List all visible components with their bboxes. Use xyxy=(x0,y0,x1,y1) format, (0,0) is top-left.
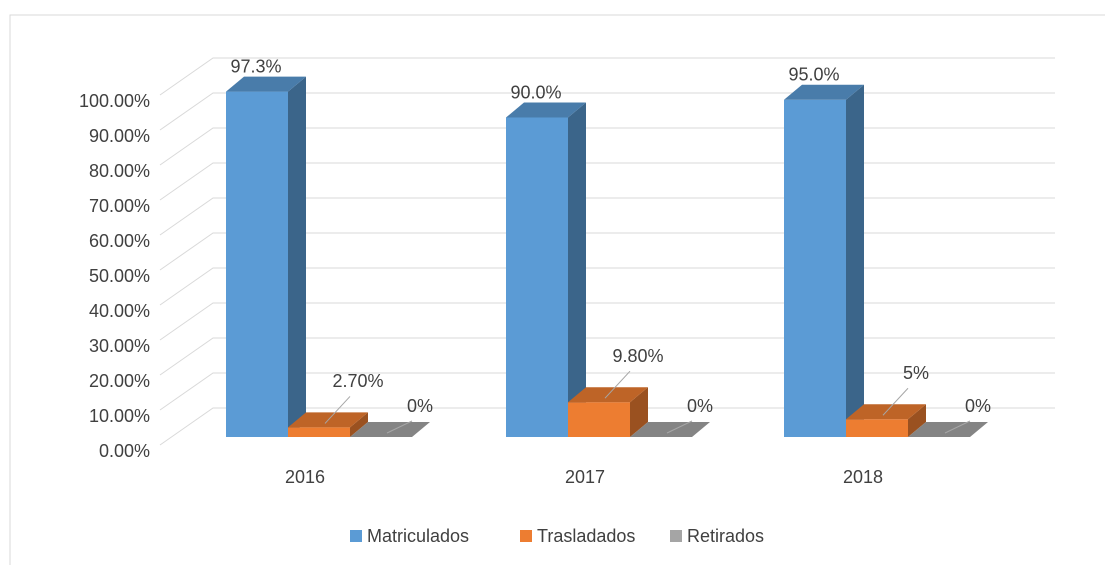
legend-swatch xyxy=(520,530,532,542)
bar xyxy=(846,419,908,437)
bar xyxy=(226,91,288,438)
bar-side xyxy=(568,102,586,437)
grid-line xyxy=(159,407,1055,446)
bar xyxy=(288,427,350,437)
y-tick-label: 40.00% xyxy=(89,301,150,321)
legend-swatch xyxy=(670,530,682,542)
leader-line xyxy=(324,396,351,424)
legend-swatch xyxy=(350,530,362,542)
bar-side xyxy=(630,387,648,437)
bar-side xyxy=(288,76,306,438)
legend-label: Matriculados xyxy=(367,526,469,546)
data-label: 0% xyxy=(687,396,713,416)
grid-line xyxy=(159,127,1055,166)
grid-line xyxy=(159,162,1055,201)
bar-top xyxy=(226,76,306,92)
bar-side xyxy=(846,84,864,437)
data-label: 9.80% xyxy=(612,346,663,366)
bar xyxy=(506,117,568,437)
data-label: 0% xyxy=(965,396,991,416)
grid-line xyxy=(159,337,1055,376)
leader-line xyxy=(666,420,693,434)
y-tick-label: 100.00% xyxy=(79,91,150,111)
y-tick-label: 90.00% xyxy=(89,126,150,146)
bar xyxy=(568,402,630,437)
y-tick-label: 20.00% xyxy=(89,371,150,391)
y-tick-label: 0.00% xyxy=(99,441,150,461)
x-tick-label: 2017 xyxy=(565,467,605,487)
data-label: 95.0% xyxy=(788,65,839,85)
grid-line xyxy=(159,57,1055,96)
data-label: 0% xyxy=(407,396,433,416)
legend-label: Retirados xyxy=(687,526,764,546)
y-tick-label: 50.00% xyxy=(89,266,150,286)
x-tick-label: 2016 xyxy=(285,467,325,487)
bar-top xyxy=(350,422,430,437)
y-tick-label: 80.00% xyxy=(89,161,150,181)
grid-line xyxy=(159,92,1055,131)
bar-top xyxy=(784,84,864,100)
grid-line xyxy=(159,232,1055,271)
chart-border xyxy=(9,14,1105,565)
bar-top xyxy=(908,422,988,437)
bar-top xyxy=(506,102,586,118)
bar-side xyxy=(350,412,368,437)
grid-line xyxy=(159,372,1055,411)
grid-line xyxy=(159,267,1055,306)
data-label: 90.0% xyxy=(510,82,561,102)
leader-line xyxy=(944,420,971,434)
grid-line xyxy=(159,302,1055,341)
x-tick-label: 2018 xyxy=(843,467,883,487)
grid-line xyxy=(159,197,1055,236)
leader-line xyxy=(882,387,909,416)
y-tick-label: 70.00% xyxy=(89,196,150,216)
data-label: 5% xyxy=(903,363,929,383)
bar-top xyxy=(630,422,710,437)
bar xyxy=(784,99,846,437)
y-tick-label: 30.00% xyxy=(89,336,150,356)
legend-label: Trasladados xyxy=(537,526,635,546)
y-tick-label: 60.00% xyxy=(89,231,150,251)
data-label: 97.3% xyxy=(230,56,281,76)
data-label: 2.70% xyxy=(332,371,383,391)
y-tick-label: 10.00% xyxy=(89,406,150,426)
bar-side xyxy=(908,404,926,437)
leader-line xyxy=(604,370,631,399)
leader-line xyxy=(386,420,413,434)
